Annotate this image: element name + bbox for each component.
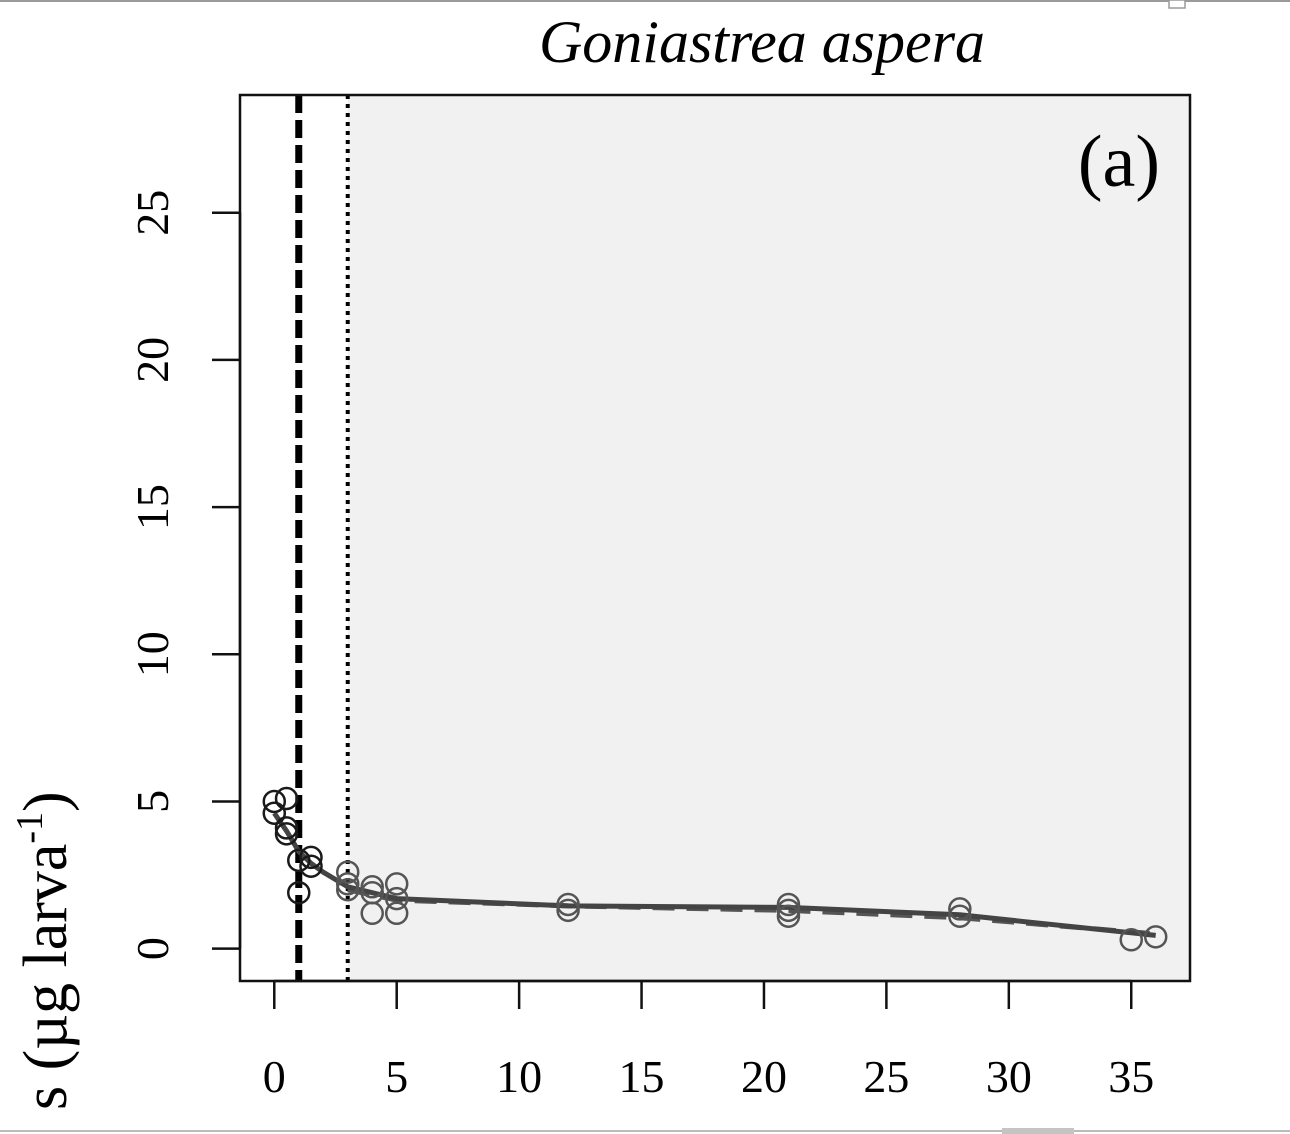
x-tick-label: 5	[385, 1051, 408, 1102]
fit-line-solid	[272, 811, 1156, 938]
data-point	[274, 822, 299, 846]
data-point	[1119, 928, 1143, 952]
y-tick-label: 5	[127, 790, 178, 813]
data-points	[262, 786, 1168, 952]
x-tick-label: 15	[619, 1051, 665, 1102]
data-point	[299, 845, 323, 870]
x-tick-label: 0	[263, 1051, 286, 1102]
data-point	[287, 880, 311, 905]
data-point	[1143, 925, 1168, 949]
data-point	[262, 801, 287, 825]
data-point	[335, 872, 360, 896]
reference-lines	[295, 95, 350, 981]
y-tick-label: 0	[127, 937, 178, 960]
data-point	[948, 897, 972, 921]
shaded-region	[347, 95, 1191, 981]
bottom-edge-tab	[1002, 1128, 1074, 1134]
y-axis: 0 5 10 15 20 25	[127, 190, 242, 960]
data-point	[274, 816, 299, 840]
data-point	[776, 898, 801, 923]
y-axis-label-main: s (µg larva	[12, 844, 80, 1110]
plot-background	[240, 95, 1191, 981]
data-point	[360, 901, 384, 926]
panel-label: (a)	[1078, 121, 1160, 203]
y-axis-label-close: )	[12, 791, 80, 812]
y-tick-label: 10	[127, 631, 178, 677]
data-point	[384, 901, 409, 926]
data-point	[274, 786, 299, 811]
y-axis-label-superscript: -1	[9, 812, 51, 844]
data-point	[776, 904, 801, 928]
x-axis: 0 5 10 15 20 25 30 35	[263, 979, 1154, 1102]
data-point	[287, 848, 311, 873]
x-tick-label: 30	[986, 1051, 1032, 1102]
y-tick-label: 25	[127, 190, 178, 236]
x-tick-label: 20	[741, 1051, 787, 1102]
data-point	[360, 875, 384, 899]
data-point	[384, 886, 409, 911]
chart-title: Goniastrea aspera	[539, 9, 985, 75]
y-axis-label: s (µg larva-1)	[9, 791, 80, 1110]
data-point	[384, 872, 409, 896]
x-tick-label: 10	[496, 1051, 542, 1102]
corner-handle	[1168, 0, 1186, 9]
data-point	[335, 878, 360, 902]
data-point	[556, 898, 580, 923]
data-point	[948, 904, 972, 928]
x-tick-label: 25	[863, 1051, 909, 1102]
data-point	[335, 860, 360, 884]
data-point	[776, 892, 801, 917]
data-point	[299, 854, 323, 878]
x-tick-label: 35	[1108, 1051, 1154, 1102]
data-point	[556, 892, 580, 917]
y-tick-label: 15	[127, 484, 178, 530]
data-point	[262, 789, 287, 814]
y-tick-label: 20	[127, 337, 178, 383]
